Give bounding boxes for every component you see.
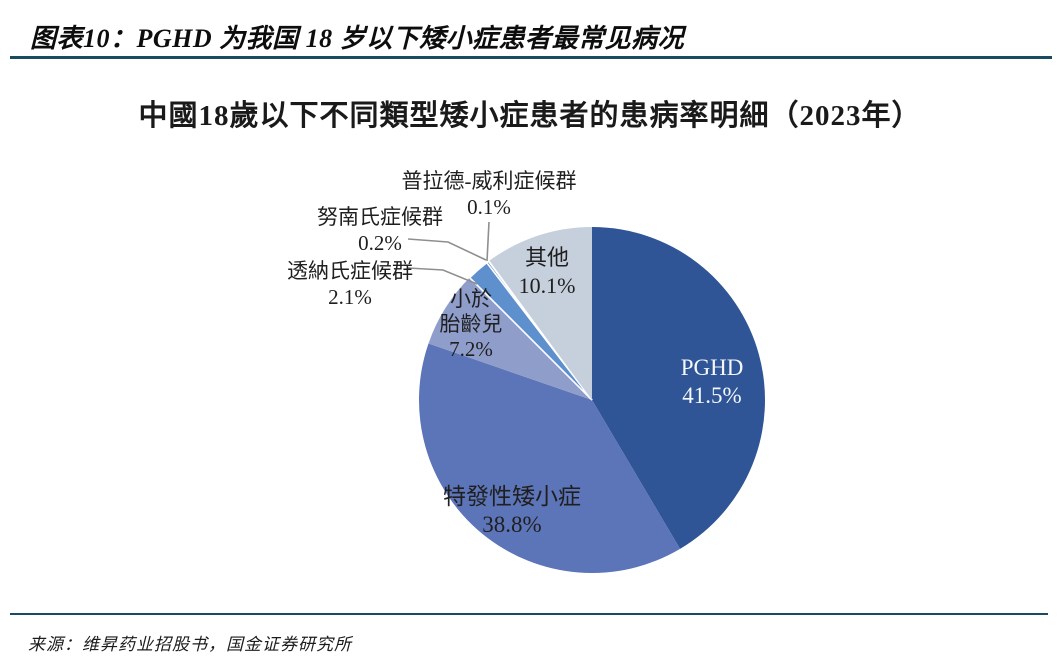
label-noonan-name: 努南氏症候群 xyxy=(317,205,443,229)
label-sga-name-line2: 胎齡兒 xyxy=(439,312,503,336)
header-divider xyxy=(10,56,1052,59)
chart-title: 中國18歲以下不同類型矮小症患者的患病率明細（2023年） xyxy=(138,100,922,132)
label-sga-pct: 7.2% xyxy=(449,337,493,361)
label-pghd-pct: 41.5% xyxy=(682,383,742,408)
figure-header-title: 图表10：PGHD 为我国 18 岁以下矮小症患者最常见病况 xyxy=(30,24,685,53)
label-pghd: PGHD 41.5% xyxy=(642,354,782,410)
label-noonan-pct: 0.2% xyxy=(358,231,402,255)
footer-divider xyxy=(10,613,1048,615)
label-noonan: 努南氏症候群 0.2% xyxy=(280,204,480,256)
label-prader-willi-pct: 0.1% xyxy=(467,195,511,219)
label-other-name: 其他 xyxy=(524,245,569,270)
label-pghd-name: PGHD xyxy=(680,355,744,380)
label-turner-pct: 2.1% xyxy=(328,285,372,309)
label-turner: 透納氏症候群 2.1% xyxy=(250,258,450,310)
label-turner-name: 透納氏症候群 xyxy=(287,259,413,283)
label-idiopathic: 特發性矮小症 38.8% xyxy=(402,483,622,539)
label-sga: 小於 胎齡兒 7.2% xyxy=(421,287,521,362)
label-sga-name-line1: 小於 xyxy=(450,287,492,311)
label-prader-willi-name: 普拉德-威利症候群 xyxy=(401,169,577,193)
label-prader-willi: 普拉德-威利症候群 0.1% xyxy=(364,168,614,220)
source-text: 来源：维昇药业招股书，国金证券研究所 xyxy=(28,635,352,654)
label-idiopathic-name: 特發性矮小症 xyxy=(443,484,581,509)
label-idiopathic-pct: 38.8% xyxy=(482,512,542,537)
